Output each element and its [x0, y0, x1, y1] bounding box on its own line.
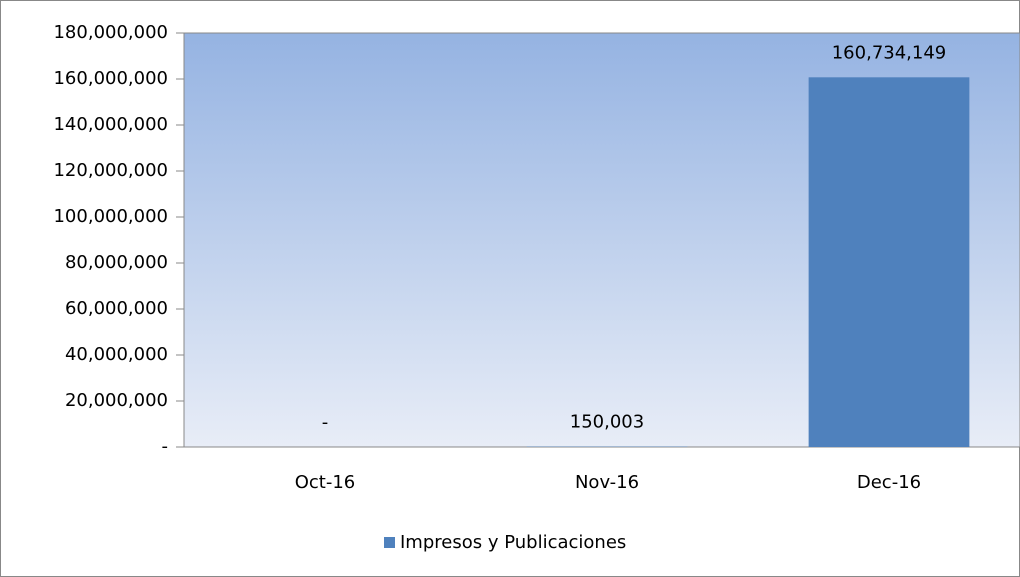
x-tick-label: Dec-16 [857, 472, 921, 493]
y-tick-label: 40,000,000 [65, 344, 168, 365]
y-tick-label: 180,000,000 [53, 22, 168, 43]
y-tick-label: - [162, 436, 169, 457]
value-label: - [322, 412, 329, 433]
y-tick-label: 20,000,000 [65, 390, 168, 411]
legend-swatch [384, 537, 395, 548]
y-tick-label: 60,000,000 [65, 298, 168, 319]
y-tick-label: 120,000,000 [53, 160, 168, 181]
y-tick-label: 100,000,000 [53, 206, 168, 227]
y-tick-label: 80,000,000 [65, 252, 168, 273]
legend-label: Impresos y Publicaciones [400, 532, 626, 553]
y-tick-label: 140,000,000 [53, 114, 168, 135]
value-label: 160,734,149 [832, 42, 947, 63]
y-tick-label: 160,000,000 [53, 68, 168, 89]
bar [808, 77, 970, 447]
value-label: 150,003 [570, 412, 644, 433]
x-tick-label: Nov-16 [575, 472, 639, 493]
x-tick-label: Oct-16 [295, 472, 356, 493]
